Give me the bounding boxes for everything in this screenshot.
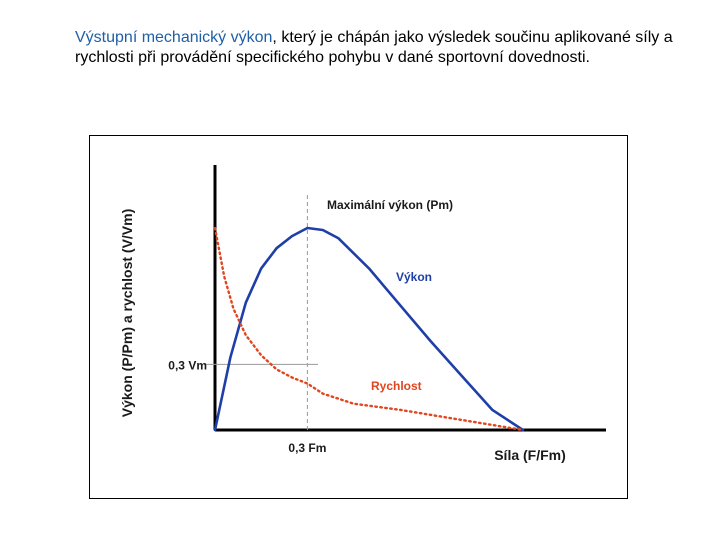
intro-highlight: Výstupní mechanický výkon <box>75 29 273 46</box>
intro-text: Výstupní mechanický výkon, který je cháp… <box>75 28 675 68</box>
series-layer <box>213 226 525 432</box>
series-line-vykon <box>213 226 525 432</box>
max-power-annotation: Maximální výkon (Pm) <box>327 198 453 212</box>
x-tick-label: 0,3 Fm <box>288 441 326 455</box>
x-axis-title: Síla (F/Fm) <box>494 447 566 463</box>
intro-rest: , který je chápán jako výsledek součinu … <box>75 29 673 66</box>
series-label-vykon: Výkon <box>396 270 432 284</box>
series-line-rychlost <box>213 226 525 432</box>
y-axis-title: Výkon (P/Pm) a rychlost (V/Vm) <box>119 209 135 418</box>
series-label-rychlost: Rychlost <box>371 379 422 393</box>
chart-frame <box>89 135 628 499</box>
y-tick-label: 0,3 Vm <box>168 358 207 372</box>
